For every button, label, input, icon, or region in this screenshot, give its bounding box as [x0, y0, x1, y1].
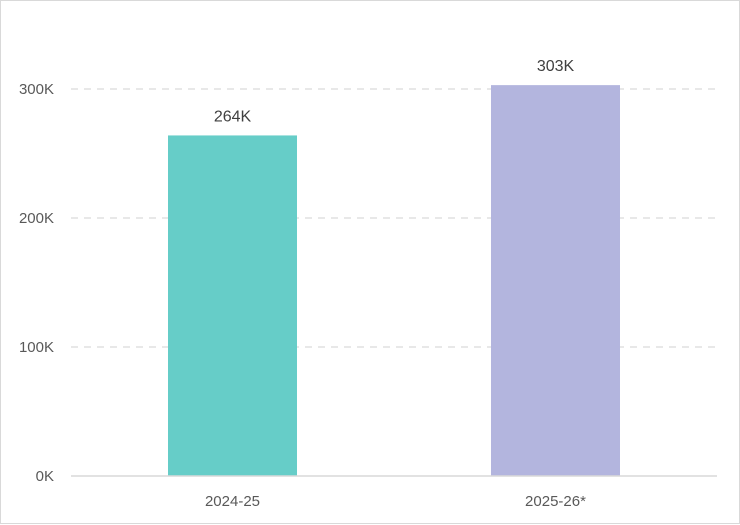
- bar: [168, 135, 297, 476]
- data-label: 303K: [537, 58, 575, 75]
- y-tick-label: 0K: [36, 468, 54, 485]
- x-tick-label: 2024-25: [205, 493, 260, 510]
- y-tick-label: 300K: [19, 81, 54, 98]
- bars: [168, 85, 620, 476]
- labels: 0K 100K 200K 300K 264K 2024-25 303K 2025-26*: [19, 58, 586, 510]
- x-tick-label: 2025-26*: [525, 493, 586, 510]
- gridlines: [71, 88, 717, 348]
- y-tick-label: 200K: [19, 210, 54, 227]
- y-tick-label: 100K: [19, 339, 54, 356]
- data-label: 264K: [214, 108, 252, 125]
- bar: [491, 85, 620, 476]
